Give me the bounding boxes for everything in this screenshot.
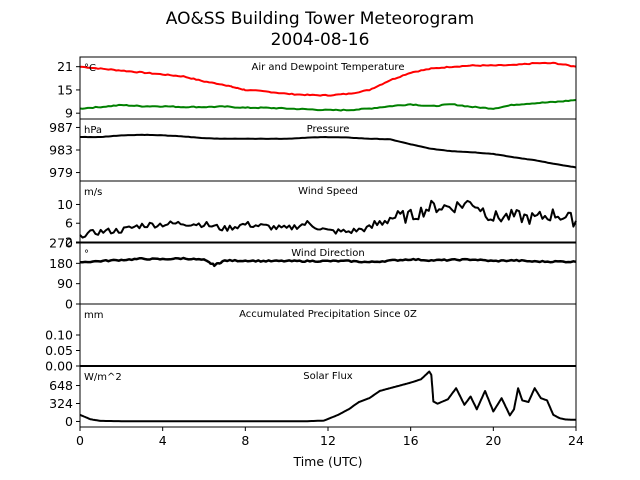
series-line-2-0 [79, 199, 577, 239]
x-tick-label-1: 4 [159, 433, 167, 448]
panel-unit-3: ° [84, 249, 89, 260]
series-line-3-0 [80, 256, 577, 268]
y-tick-label-3-0: 0 [65, 297, 73, 312]
panel-title-1: Pressure [307, 124, 350, 135]
x-tick-label-0: 0 [76, 433, 84, 448]
y-tick-label-1-1: 983 [49, 143, 73, 158]
y-tick-label-3-3: 270 [49, 236, 73, 251]
x-axis-label: Time (UTC) [292, 454, 362, 469]
y-tick-label-5-1: 324 [49, 396, 73, 411]
panel-unit-5: W/m^2 [84, 372, 122, 383]
y-tick-label-1-0: 979 [49, 165, 73, 180]
panel-1: 979 983 987 hPa Pressure [49, 118, 577, 182]
panel-title-5: Solar Flux [303, 371, 353, 382]
series-line-5-0 [79, 370, 576, 423]
chart-title-line2: 2004-08-16 [271, 30, 370, 50]
panel-unit-0: °C [84, 63, 96, 74]
y-tick-label-4-1: 0.05 [45, 343, 73, 358]
series-line-0-1 [79, 99, 577, 112]
y-tick-label-4-2: 0.10 [45, 328, 73, 343]
y-tick-label-1-2: 987 [49, 120, 73, 135]
y-tick-label-4-0: 0.00 [45, 359, 73, 374]
x-tick-label-4: 16 [403, 433, 419, 448]
panel-5: 0 324 648 W/m^2 Solar Flux [49, 365, 577, 429]
panel-2: 2 6 10 m/s Wind Speed [57, 180, 577, 250]
panel-0: 9 15 21 °C Air and Dewpoint Temperature [57, 56, 577, 121]
y-tick-label-0-0: 9 [65, 106, 73, 121]
x-axis: 0 4 8 12 16 20 24 [76, 427, 584, 448]
y-tick-label-2-0: 2 [65, 235, 73, 250]
panel-4: 0.000.050.10 mm Accumulated Precipitation … [45, 303, 577, 374]
panel-title-3: Wind Direction [291, 248, 365, 259]
x-tick-label-2: 8 [241, 433, 249, 448]
y-tick-label-5-2: 648 [49, 378, 73, 393]
x-tick-label-6: 24 [568, 433, 584, 448]
y-tick-label-3-2: 180 [49, 256, 73, 271]
panels-group: 9 15 21 °C Air and Dewpoint Temperature 979 98… [45, 56, 577, 429]
y-tick-label-2-2: 10 [57, 197, 73, 212]
y-tick-label-2-1: 6 [65, 216, 73, 231]
x-tick-label-5: 20 [485, 433, 501, 448]
panel-unit-2: m/s [84, 187, 102, 198]
panel-title-0: Air and Dewpoint Temperature [252, 62, 405, 73]
y-tick-label-5-0: 0 [65, 414, 73, 429]
panel-title-2: Wind Speed [298, 186, 358, 197]
y-tick-label-3-1: 90 [57, 276, 73, 291]
panel-unit-4: mm [84, 310, 103, 321]
y-tick-label-0-2: 21 [57, 59, 73, 74]
panel-frame-2 [79, 180, 577, 243]
y-tick-label-0-1: 15 [57, 82, 73, 97]
series-line-0-0 [79, 61, 577, 97]
panel-title-4: Accumulated Precipitation Since 0Z [239, 309, 417, 320]
panel-3: 0 90 180 270 ° Wind Direction [49, 236, 577, 312]
series-line-1-0 [80, 133, 577, 169]
chart-title-line1: AO&SS Building Tower Meteorogram [166, 9, 474, 29]
x-tick-label-3: 12 [320, 433, 336, 448]
panel-unit-1: hPa [84, 125, 102, 136]
